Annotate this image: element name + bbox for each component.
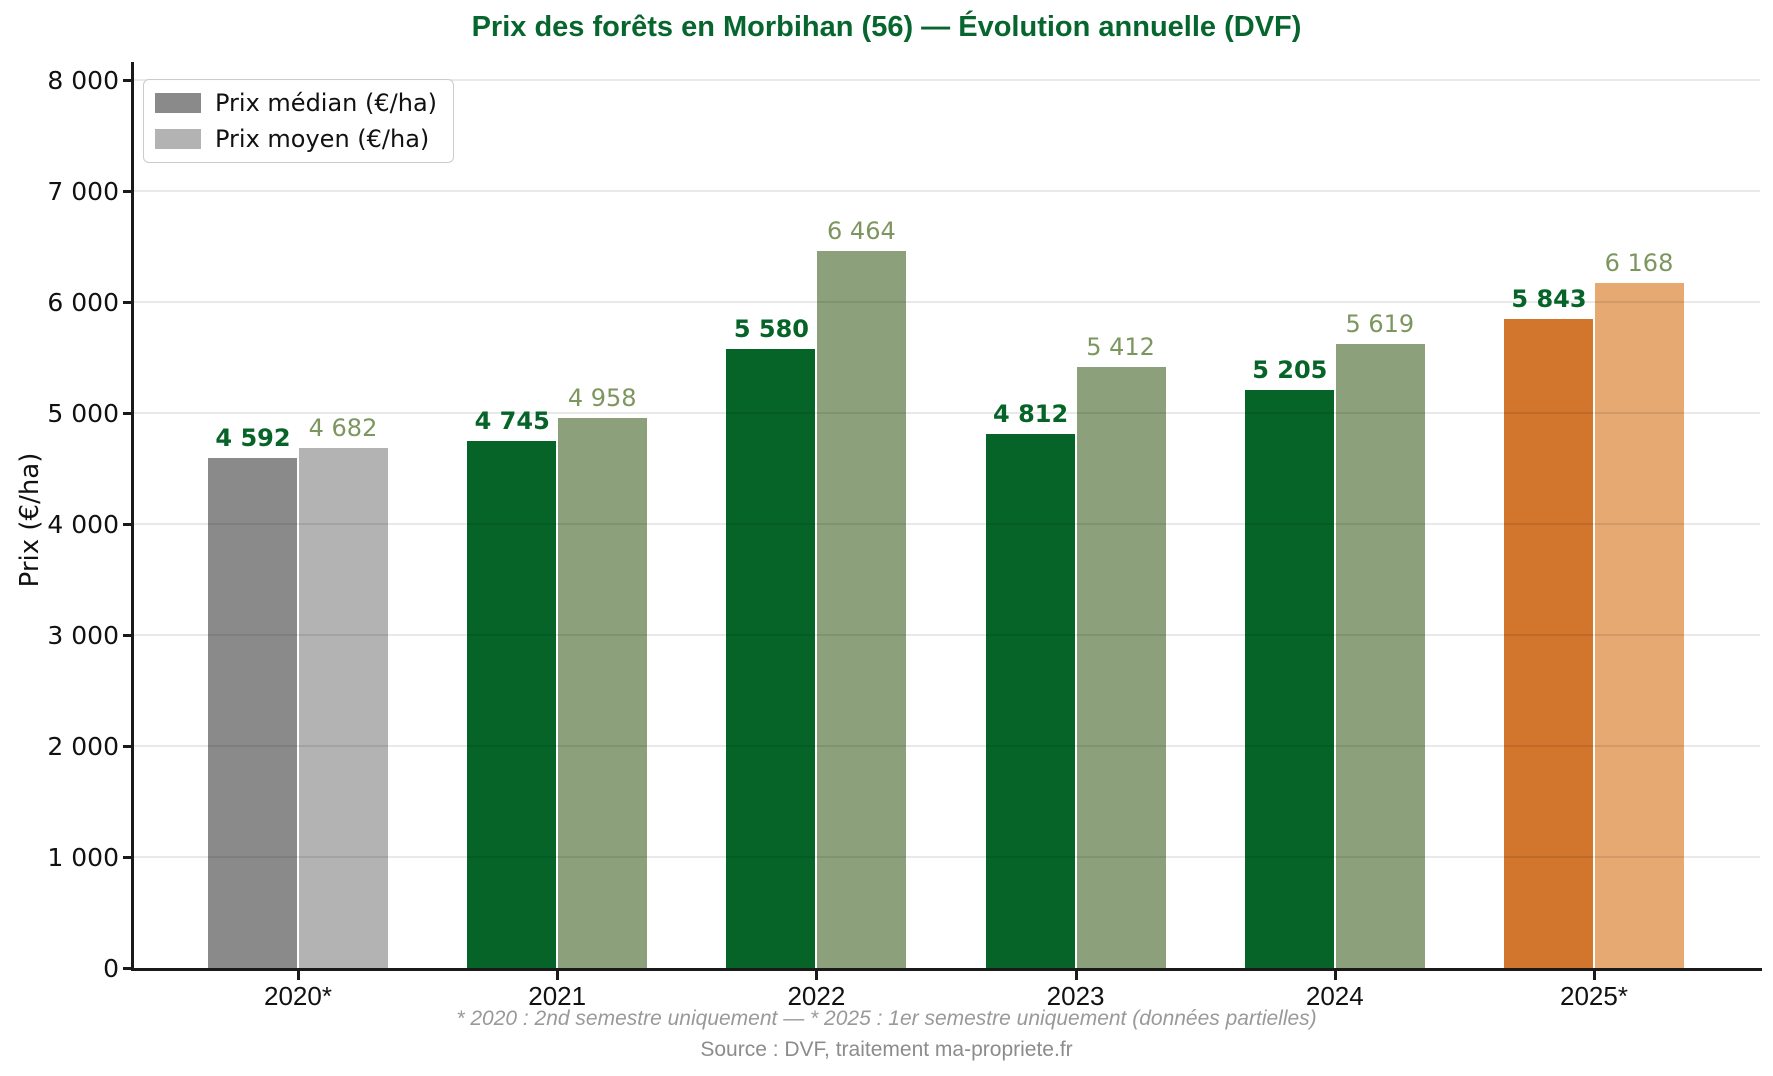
y-tick-mark <box>123 301 131 304</box>
y-tick-label: 1 000 <box>47 843 119 872</box>
bar-median-2024 <box>1244 390 1335 968</box>
y-tick-label: 3 000 <box>47 621 119 650</box>
bar-median-2022 <box>726 348 817 968</box>
chart-title: Prix des forêts en Morbihan (56) — Évolu… <box>471 11 1302 43</box>
y-tick-mark <box>123 523 131 526</box>
y-tick-mark <box>123 190 131 193</box>
bar-value-label: 5 619 <box>1345 310 1415 339</box>
bar-value-label: 4 958 <box>567 383 637 412</box>
bar-median-2021 <box>467 441 558 968</box>
bar-value-label: 6 168 <box>1604 249 1674 278</box>
grid-line <box>133 634 1760 636</box>
x-axis-spine <box>131 968 1762 971</box>
grid-line <box>133 523 1760 525</box>
bar-value-label: 4 592 <box>215 424 291 453</box>
y-tick-mark <box>123 856 131 859</box>
legend-swatch-median <box>155 93 201 113</box>
x-tick-label-2022: 2022 <box>787 981 846 1011</box>
x-tick-mark <box>556 971 560 980</box>
legend-label: Prix moyen (€/ha) <box>215 125 430 153</box>
y-tick-mark <box>123 967 131 970</box>
x-tick-mark <box>1333 971 1337 980</box>
y-tick-label: 0 <box>103 954 119 983</box>
x-tick-label-2023: 2023 <box>1046 981 1105 1011</box>
footnote: * 2020 : 2nd semestre uniquement — * 202… <box>456 1007 1317 1030</box>
source-credit: Source : DVF, traitement ma-propriete.fr <box>700 1038 1073 1061</box>
bar-value-label: 5 412 <box>1086 333 1155 362</box>
y-tick-mark <box>123 634 131 637</box>
x-tick-label-2024: 2024 <box>1305 981 1364 1011</box>
y-tick-label: 2 000 <box>47 732 119 761</box>
grid-line <box>133 856 1760 858</box>
legend-label: Prix médian (€/ha) <box>215 89 438 117</box>
bar-value-label: 5 205 <box>1252 356 1328 385</box>
grid-line <box>133 190 1760 192</box>
y-tick-mark <box>123 79 131 82</box>
x-tick-label-2025: 2025* <box>1560 981 1628 1011</box>
y-tick-label: 6 000 <box>47 288 119 317</box>
grid-line <box>133 79 1760 81</box>
x-tick-mark <box>297 971 300 980</box>
y-tick-label: 7 000 <box>47 177 119 206</box>
bar-median-2020 <box>208 458 298 968</box>
bar-value-label: 4 812 <box>993 399 1069 428</box>
bar-value-label: 5 580 <box>733 314 809 343</box>
legend-item-median: Prix médian (€/ha) <box>155 89 437 117</box>
y-axis-spine <box>131 62 134 971</box>
x-tick-mark <box>1593 971 1596 980</box>
x-tick-mark <box>815 971 819 980</box>
bar-value-label: 4 682 <box>308 414 378 443</box>
bar-mean-2025 <box>1594 283 1684 968</box>
grid-line <box>133 301 1760 303</box>
bar-mean-2024 <box>1334 344 1425 968</box>
bar-value-label: 5 843 <box>1511 285 1587 314</box>
bar-value-label: 4 745 <box>474 407 550 436</box>
y-tick-mark <box>123 745 131 748</box>
grid-line <box>133 745 1760 747</box>
x-tick-mark <box>1074 971 1078 980</box>
bar-mean-2022 <box>816 250 907 968</box>
grid-line <box>133 412 1760 414</box>
x-tick-label-2020: 2020* <box>264 981 332 1011</box>
x-tick-label-2021: 2021 <box>528 981 587 1011</box>
bar-median-2025 <box>1504 319 1594 968</box>
legend-item-mean: Prix moyen (€/ha) <box>155 125 437 153</box>
legend: Prix médian (€/ha) Prix moyen (€/ha) <box>143 79 455 163</box>
bar-mean-2023 <box>1075 367 1166 968</box>
bar-mean-2021 <box>557 417 648 968</box>
bar-median-2023 <box>985 433 1076 968</box>
y-tick-mark <box>123 412 131 415</box>
legend-swatch-mean <box>155 129 201 149</box>
y-tick-label: 5 000 <box>47 399 119 428</box>
y-tick-label: 4 000 <box>47 510 119 539</box>
y-tick-label: 8 000 <box>47 66 119 95</box>
bar-mean-2020 <box>298 448 388 968</box>
plot-area: Prix médian (€/ha) Prix moyen (€/ha) 4 59… <box>133 62 1760 968</box>
bar-value-label: 6 464 <box>827 216 896 245</box>
